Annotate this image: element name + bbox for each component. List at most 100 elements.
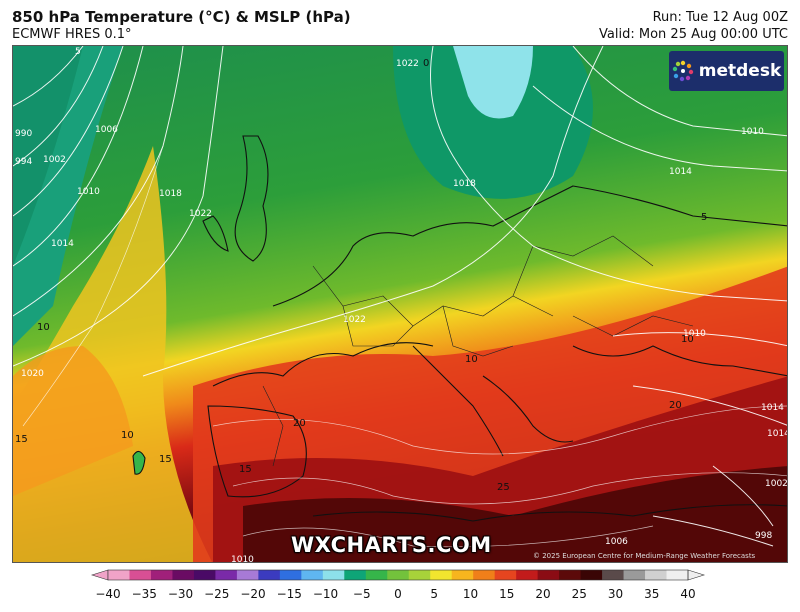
warm-area-west [13,346,133,496]
legend-arrow-low [90,569,109,581]
temperature-label: 5 [701,212,707,223]
copyright-notice: © 2025 European Centre for Medium-Range … [533,552,756,560]
legend-swatch [215,570,238,580]
legend-swatch [537,570,560,580]
legend-tick-label: −40 [95,587,120,601]
temperature-label: 20 [293,418,306,429]
legend-colorbar: −40 −35 −30 −25 −20 −15 −10 −5 0 5 10 15 20 25 30 35 40 [90,569,706,601]
legend-swatch [451,570,474,580]
isobar-label: 1010 [683,329,706,339]
temperature-contours [22,145,787,548]
isobar-label: 1006 [605,537,628,547]
legend-tick-label: −25 [204,587,229,601]
legend-swatch [473,570,496,580]
legend-swatch [666,570,689,580]
legend-swatch [387,570,410,580]
legend-swatch [172,570,195,580]
legend-tick-label: 0 [394,587,402,601]
isobar-label: 1010 [741,127,764,137]
isobar-label: 1018 [159,189,182,199]
wxcharts-watermark: WXCHARTS.COM [291,533,492,557]
legend-swatch [559,570,582,580]
isobar-label: 1006 [95,125,118,135]
temperature-label: 10 [121,430,134,441]
logo-text: metdesk [698,61,782,81]
isobar-label: 1022 [396,59,419,69]
isobar-label-group: 5 990 994 1002 1006 1010 1014 1018 1022 … [15,47,788,563]
temperature-label: 0 [423,58,429,69]
legend-swatch [602,570,625,580]
weather-map[interactable]: 5 990 994 1002 1006 1010 1014 1018 1022 … [12,45,788,563]
cold-air-nw-core [13,46,83,266]
legend-swatch [408,570,431,580]
legend-swatch [645,570,668,580]
legend-tick-label: 30 [608,587,623,601]
legend-tick-label: −35 [132,587,157,601]
isobar-label: 998 [755,531,772,541]
isobar-label: 1010 [231,555,254,563]
isobar-label: 1022 [343,315,366,325]
country-borders [262,235,694,467]
run-time: Run: Tue 12 Aug 00Z [652,10,788,25]
isobar-label: 5 [75,47,81,57]
isobars [13,46,787,547]
legend-swatch [150,570,173,580]
legend-swatch [516,570,539,580]
legend-tick-label: 15 [499,587,514,601]
temperature-label: 25 [497,482,510,493]
header: 850 hPa Temperature (°C) & MSLP (hPa) EC… [0,0,800,46]
temperature-label: 10 [465,354,478,365]
legend-swatch [623,570,646,580]
legend-swatch [580,570,603,580]
coastlines [132,135,787,522]
legend-arrow-high [687,569,706,581]
very-cold-core [453,46,533,119]
legend-tick-label: −5 [353,587,371,601]
legend-tick-label: −20 [240,587,265,601]
legend-swatch [430,570,453,580]
isobar-label: 1010 [77,187,100,197]
legend-tick-label: 35 [644,587,659,601]
isobar-label: 990 [15,129,32,139]
legend-swatch [301,570,324,580]
legend-tick-label: 40 [680,587,695,601]
legend-swatch [365,570,388,580]
legend-tick-label: 25 [572,587,587,601]
temperature-label: 20 [669,400,682,411]
temperature-label: 15 [239,464,252,475]
isobar-label: 1018 [453,179,476,189]
isobar-label: 1020 [21,369,44,379]
sparkle-dots-icon [672,60,693,82]
temperature-label-group: 10 15 10 15 10 15 20 20 25 5 10 0 5 [15,54,781,493]
legend-swatch [108,570,130,580]
legend-swatch [258,570,281,580]
isobar-label: 1014 [51,239,74,249]
legend-tick-label: −15 [277,587,302,601]
legend-swatch [236,570,259,580]
temperature-label: 15 [159,454,172,465]
chart-title: 850 hPa Temperature (°C) & MSLP (hPa) [12,8,351,26]
legend-swatch [494,570,517,580]
legend-swatch [193,570,216,580]
isobar-label: 1014 [767,429,788,439]
temperature-legend: −40 −35 −30 −25 −20 −15 −10 −5 0 5 10 15 20 25 30 35 40 [88,568,708,608]
legend-border [107,569,689,581]
legend-tick-label: 5 [430,587,438,601]
cold-air-scandinavia [393,46,593,199]
model-label: ECMWF HRES 0.1° [12,27,132,42]
metdesk-logo[interactable]: metdesk [669,51,784,91]
isobar-label: 1002 [765,479,788,489]
legend-swatch [344,570,367,580]
legend-swatch [279,570,302,580]
legend-tick-label: 10 [463,587,478,601]
isobar-label: 994 [15,157,32,167]
valid-time: Valid: Mon 25 Aug 00:00 UTC [599,27,788,42]
temperature-label: 10 [681,334,694,345]
legend-swatch [322,570,345,580]
legend-tick-label: 20 [535,587,550,601]
map-canvas: 5 990 994 1002 1006 1010 1014 1018 1022 … [13,46,788,563]
legend-tick-label: −30 [168,587,193,601]
legend-tick-label: −10 [313,587,338,601]
temperature-label: 15 [15,434,28,445]
isobar-label: 1014 [669,167,692,177]
